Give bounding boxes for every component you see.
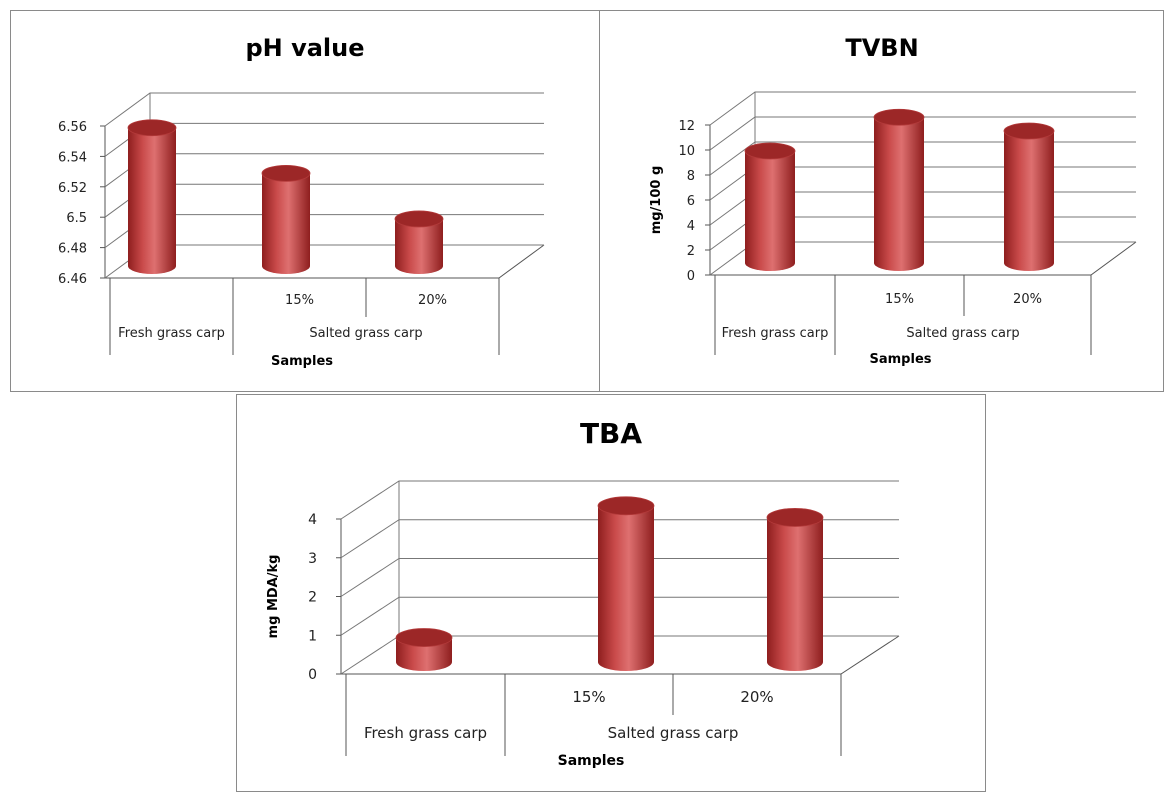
tba-bar-3 [766, 508, 824, 671]
ph-y-tick-label: 6.56 [58, 120, 87, 135]
tba-chart-title: TBA [580, 417, 642, 450]
tba-bar-top [766, 508, 824, 527]
ph-bar-3 [394, 210, 444, 274]
ph-x-group-label: Salted grass carp [309, 326, 422, 341]
ph-x-group-label: Fresh grass carp [118, 326, 225, 341]
tba-bar-body [396, 637, 452, 671]
tba-y-tick-label: 3 [308, 551, 317, 567]
ph-x-category-label: 20% [418, 293, 447, 308]
tvbn-bar-1 [744, 142, 796, 271]
tvbn-gridline [709, 116, 1136, 151]
ph-bar-body [262, 173, 310, 274]
ph-bar-2 [261, 164, 311, 274]
tvbn-bar-top [744, 142, 796, 160]
tvbn-chart-title: TVBN [845, 34, 918, 62]
tvbn-x-group-label: Fresh grass carp [722, 326, 829, 341]
ph-gridline [104, 92, 544, 127]
tba-chart-panel: TBA 0 1 2 3 4 mg MDA/kg 15% 20% Fresh grass carp S… [236, 394, 986, 792]
tvbn-gridline [709, 91, 1136, 126]
ph-x-axis-label: Samples [271, 354, 333, 369]
tba-bar-2 [597, 496, 655, 671]
tba-bar-1 [395, 628, 453, 671]
tba-gridline [340, 596, 899, 636]
tvbn-bar-top [873, 108, 925, 126]
tvbn-chart-panel: TVBN 0 2 4 6 8 10 12 mg/100 g 15% 20% Fresh grass c… [599, 10, 1164, 392]
tvbn-y-tick-label: 4 [687, 219, 695, 234]
ph-chart-title: pH value [245, 34, 364, 62]
tvbn-x-axis-label: Samples [870, 352, 932, 367]
ph-x-category-label: 15% [285, 293, 314, 308]
tvbn-x-group-label: Salted grass carp [906, 326, 1019, 341]
tba-gridline [340, 480, 899, 520]
tba-y-axis-label: mg MDA/kg [266, 555, 281, 639]
tvbn-y-tick-label: 6 [687, 194, 695, 209]
tba-x-group-label: Salted grass carp [608, 724, 739, 742]
tvbn-y-axis-label: mg/100 g [649, 166, 664, 235]
tba-x-category-label: 15% [572, 688, 605, 706]
tba-bar-top [395, 628, 453, 647]
tba-bar-top [597, 496, 655, 516]
ph-bar-body [395, 218, 443, 274]
ph-chart: pH value 6.46 6.48 6.5 6.52 6.54 6.56 15% 20% Fre… [58, 34, 545, 369]
ph-y-tick-label: 6.48 [58, 242, 87, 257]
tvbn-y-tick-label: 10 [678, 144, 695, 159]
tvbn-x-category-label: 15% [885, 292, 914, 307]
tvbn-bar-top [1003, 122, 1055, 140]
tvbn-bar-body [1004, 131, 1054, 271]
tvbn-bar-body [874, 117, 924, 271]
ph-bar-top [127, 119, 177, 137]
tba-y-tick-label: 4 [308, 512, 317, 528]
tvbn-y-tick-label: 0 [687, 269, 695, 284]
tba-x-group-label: Fresh grass carp [364, 724, 487, 742]
tba-y-tick-label: 0 [308, 667, 317, 683]
tvbn-bar-2 [873, 108, 925, 271]
ph-bar-body [128, 127, 176, 275]
tvbn-chart: TVBN 0 2 4 6 8 10 12 mg/100 g 15% 20% Fresh grass c… [649, 34, 1137, 367]
tba-chart: TBA 0 1 2 3 4 mg MDA/kg 15% 20% Fresh grass carp S… [266, 417, 900, 769]
tba-gridline [340, 519, 899, 559]
tvbn-y-tick-label: 2 [687, 244, 695, 259]
ph-bar-top [261, 164, 311, 182]
tba-y-tick-label: 2 [308, 590, 317, 606]
ph-bar-top [394, 210, 444, 228]
tvbn-bar-3 [1003, 122, 1055, 271]
tba-x-category-label: 20% [740, 688, 773, 706]
ph-chart-panel: pH value 6.46 6.48 6.5 6.52 6.54 6.56 15% 20% Fre… [10, 10, 600, 392]
ph-y-tick-label: 6.46 [58, 272, 87, 287]
tba-x-axis-label: Samples [558, 753, 625, 769]
ph-y-tick-label: 6.5 [66, 211, 87, 226]
tba-gridline [340, 558, 899, 597]
ph-y-tick-label: 6.52 [58, 181, 87, 196]
tvbn-bar-body [745, 151, 795, 271]
tvbn-x-category-label: 20% [1013, 292, 1042, 307]
ph-y-tick-label: 6.54 [58, 150, 87, 165]
tba-bar-body [598, 505, 654, 671]
tba-y-tick-label: 1 [308, 628, 317, 644]
tba-bar-body [767, 517, 823, 671]
tvbn-y-tick-label: 12 [678, 119, 695, 134]
tvbn-y-tick-label: 8 [687, 169, 695, 184]
ph-bar-1 [127, 119, 177, 275]
